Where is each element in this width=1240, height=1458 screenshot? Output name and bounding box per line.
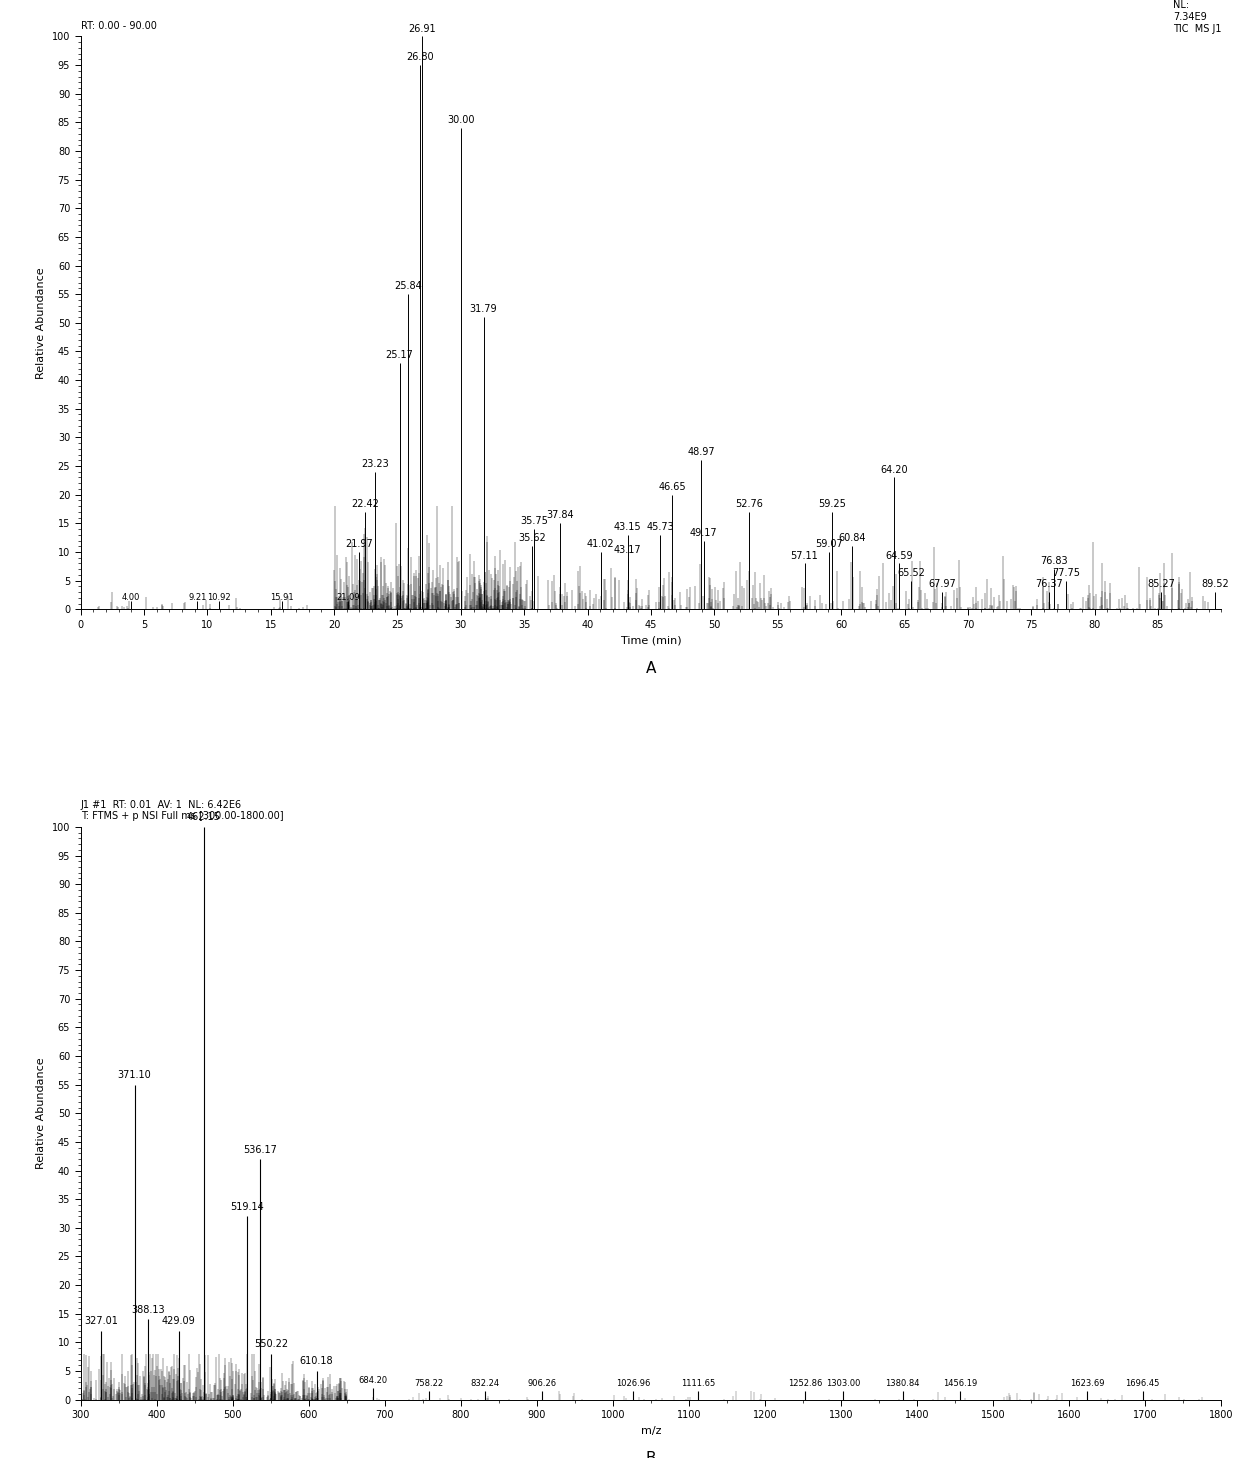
Text: 85.27: 85.27 <box>1147 579 1176 589</box>
Text: 832.24: 832.24 <box>471 1379 500 1388</box>
Text: 45.73: 45.73 <box>646 522 675 532</box>
Text: 22.42: 22.42 <box>351 499 378 509</box>
Text: 15.91: 15.91 <box>270 593 294 602</box>
Text: 1252.86: 1252.86 <box>789 1379 822 1388</box>
Text: 89.52: 89.52 <box>1202 579 1229 589</box>
Text: 1111.65: 1111.65 <box>681 1379 715 1388</box>
Text: 550.22: 550.22 <box>254 1340 288 1349</box>
Text: 371.10: 371.10 <box>118 1070 151 1080</box>
Text: 10.92: 10.92 <box>207 593 231 602</box>
X-axis label: m/z: m/z <box>641 1426 661 1436</box>
Text: RT: 0.00 - 90.00: RT: 0.00 - 90.00 <box>81 20 156 31</box>
Y-axis label: Relative Abundance: Relative Abundance <box>36 1057 46 1169</box>
Text: 906.26: 906.26 <box>527 1379 557 1388</box>
Text: 25.84: 25.84 <box>394 281 422 292</box>
Text: 26.91: 26.91 <box>408 23 435 34</box>
Text: 60.84: 60.84 <box>838 534 866 544</box>
Text: 21.09: 21.09 <box>336 593 360 602</box>
Text: NL:
7.34E9
TIC  MS J1: NL: 7.34E9 TIC MS J1 <box>1173 0 1221 34</box>
Text: 388.13: 388.13 <box>130 1305 165 1315</box>
Text: 46.65: 46.65 <box>658 481 686 491</box>
Text: 59.07: 59.07 <box>816 539 843 550</box>
Text: 65.52: 65.52 <box>898 567 925 577</box>
Text: 462.15: 462.15 <box>187 812 221 822</box>
Text: 1456.19: 1456.19 <box>942 1379 977 1388</box>
Text: 49.17: 49.17 <box>689 528 718 538</box>
Text: 9.21: 9.21 <box>188 593 207 602</box>
Text: 1026.96: 1026.96 <box>616 1379 651 1388</box>
Text: 59.25: 59.25 <box>817 499 846 509</box>
Text: J1 #1  RT: 0.01  AV: 1  NL: 6.42E6
T: FTMS + p NSI Full ms [300.00-1800.00]: J1 #1 RT: 0.01 AV: 1 NL: 6.42E6 T: FTMS … <box>81 799 283 821</box>
Text: 35.75: 35.75 <box>520 516 548 526</box>
Text: 23.23: 23.23 <box>361 459 389 469</box>
Text: 1380.84: 1380.84 <box>885 1379 920 1388</box>
Text: 429.09: 429.09 <box>162 1317 196 1327</box>
Text: 43.15: 43.15 <box>614 522 641 532</box>
Text: 52.76: 52.76 <box>735 499 764 509</box>
Text: 610.18: 610.18 <box>300 1356 334 1366</box>
Text: 25.17: 25.17 <box>386 350 414 360</box>
Text: 48.97: 48.97 <box>687 448 715 458</box>
Text: 35.62: 35.62 <box>518 534 546 544</box>
Text: 684.20: 684.20 <box>358 1376 387 1385</box>
Text: 21.97: 21.97 <box>345 539 373 550</box>
Text: 31.79: 31.79 <box>470 305 497 315</box>
Text: 67.97: 67.97 <box>929 579 956 589</box>
Text: 37.84: 37.84 <box>547 510 574 521</box>
Text: 76.83: 76.83 <box>1040 557 1069 566</box>
Text: 77.75: 77.75 <box>1052 567 1080 577</box>
Y-axis label: Relative Abundance: Relative Abundance <box>36 267 46 379</box>
Text: 64.20: 64.20 <box>880 465 908 475</box>
X-axis label: Time (min): Time (min) <box>621 636 681 646</box>
Text: B: B <box>646 1451 656 1458</box>
Text: 327.01: 327.01 <box>84 1317 118 1327</box>
Text: 536.17: 536.17 <box>243 1145 278 1155</box>
Text: 519.14: 519.14 <box>231 1201 264 1212</box>
Text: 1696.45: 1696.45 <box>1126 1379 1159 1388</box>
Text: 758.22: 758.22 <box>414 1379 444 1388</box>
Text: 4.00: 4.00 <box>122 593 140 602</box>
Text: 41.02: 41.02 <box>587 539 614 550</box>
Text: 64.59: 64.59 <box>885 551 913 560</box>
Text: 76.37: 76.37 <box>1034 579 1063 589</box>
Text: 1303.00: 1303.00 <box>826 1379 861 1388</box>
Text: 26.80: 26.80 <box>407 52 434 63</box>
Text: 43.17: 43.17 <box>614 545 641 555</box>
Text: A: A <box>646 660 656 677</box>
Text: 1623.69: 1623.69 <box>1070 1379 1105 1388</box>
Text: 30.00: 30.00 <box>448 115 475 125</box>
Text: 57.11: 57.11 <box>791 551 818 560</box>
